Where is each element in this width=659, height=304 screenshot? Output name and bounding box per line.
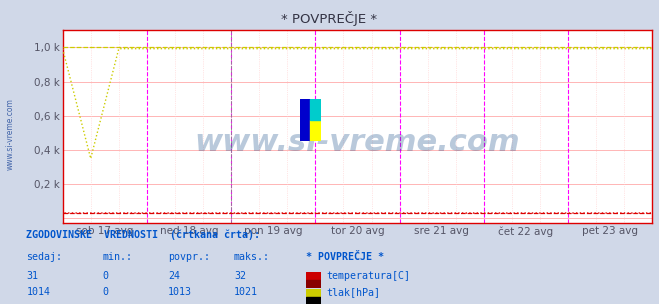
Text: maks.:: maks.: [234,252,270,262]
Bar [310,120,321,141]
Text: www.si-vreme.com: www.si-vreme.com [194,128,521,157]
Text: www.si-vreme.com: www.si-vreme.com [5,98,14,170]
Text: povpr.:: povpr.: [168,252,210,262]
Text: * POVPREČJE *: * POVPREČJE * [281,11,378,26]
Text: 1021: 1021 [234,287,258,297]
Bar [306,297,321,304]
Text: tlak[hPa]: tlak[hPa] [326,287,380,297]
Text: * POVPREČJE *: * POVPREČJE * [306,252,384,262]
Text: ZGODOVINSKE  VREDNOSTI  (črtkana črta):: ZGODOVINSKE VREDNOSTI (črtkana črta): [26,230,260,240]
Text: temperatura[C]: temperatura[C] [326,271,410,281]
Text: 32: 32 [234,271,246,281]
Text: 31: 31 [26,271,38,281]
Text: 1014: 1014 [26,287,50,297]
Text: 0: 0 [102,271,108,281]
Bar [306,289,321,297]
Text: 0: 0 [102,287,108,297]
Text: 1013: 1013 [168,287,192,297]
Text: sedaj:: sedaj: [26,252,63,262]
Bar [300,99,310,141]
Text: min.:: min.: [102,252,132,262]
Bar [306,272,321,280]
Bar [306,280,321,288]
Text: 24: 24 [168,271,180,281]
Bar [310,99,321,120]
